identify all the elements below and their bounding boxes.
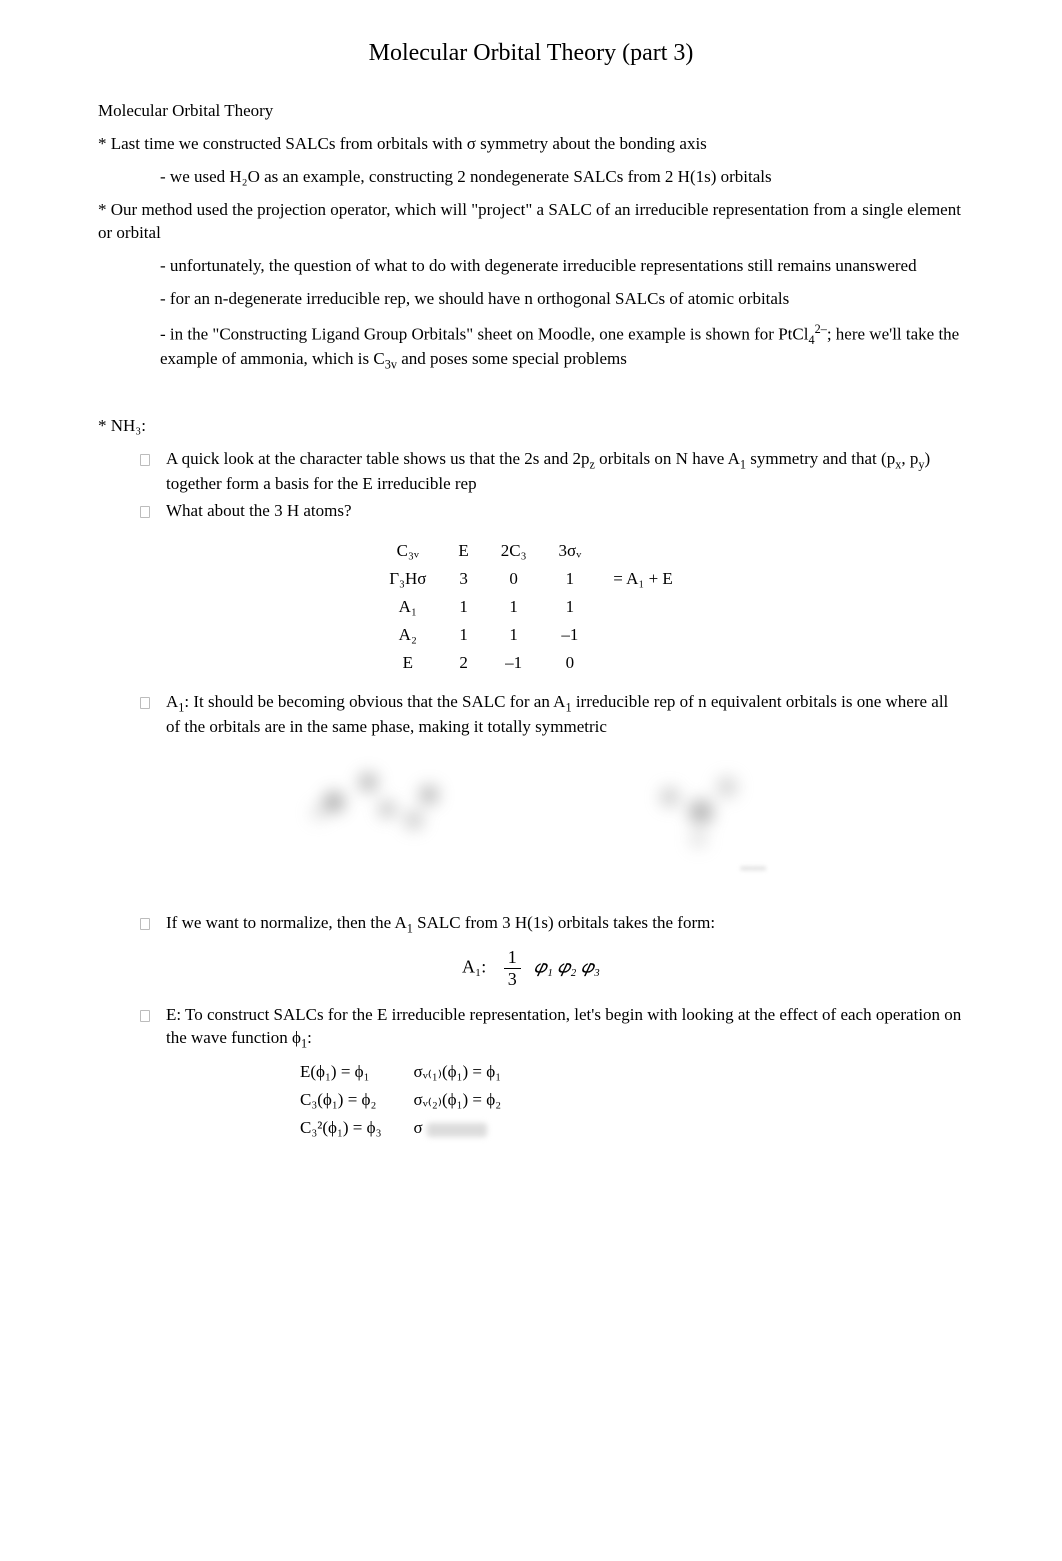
table-cell: A₂ — [373, 621, 442, 649]
paragraph-sub: - unfortunately, the question of what to… — [160, 255, 964, 278]
list-item: What about the 3 H atoms? — [140, 500, 964, 523]
text: symmetry and that (p — [746, 449, 895, 468]
table-cell: 1 — [485, 593, 543, 621]
blurred-text — [427, 1123, 487, 1137]
table-header: C₃ᵥ — [373, 537, 442, 565]
table-row: E(ϕ₁) = ϕ₁ σᵥ₍₁₎(ϕ₁) = ϕ₁ — [300, 1059, 531, 1085]
table-cell — [597, 649, 689, 677]
list-item: If we want to normalize, then the A1 SAL… — [140, 912, 964, 937]
text: and poses some special problems — [397, 349, 627, 368]
text: E: To construct SALCs for the E irreduci… — [166, 1005, 961, 1047]
fraction-denominator: 3 — [504, 969, 521, 990]
table-header: 3σᵥ — [543, 537, 598, 565]
page-title: Molecular Orbital Theory (part 3) — [98, 40, 964, 67]
table-cell: 1 — [442, 621, 484, 649]
table-cell: 3 — [442, 565, 484, 593]
table-row: C₃²(ϕ₁) = ϕ₃ σ — [300, 1115, 531, 1141]
nh3-heading: * NH₃: — [98, 415, 964, 438]
list-item: E: To construct SALCs for the E irreduci… — [140, 1004, 964, 1052]
table-row: Γ₃Hσ 3 0 1 = A₁ + E — [373, 565, 689, 593]
table-cell: 1 — [442, 593, 484, 621]
table-cell: 0 — [485, 565, 543, 593]
text: : — [307, 1028, 312, 1047]
table-cell: σ — [414, 1115, 532, 1141]
character-table: C₃ᵥ E 2C₃ 3σᵥ Γ₃Hσ 3 0 1 = A₁ + E A₁ 1 1… — [373, 537, 689, 677]
eqn-body: 𝜑₁ 𝜑₂ 𝜑₃ — [534, 956, 600, 976]
paragraph-sub: - we used H₂O as an example, constructin… — [160, 166, 964, 189]
text: SALC from 3 H(1s) orbitals takes the for… — [413, 913, 715, 932]
equation: A₁: 1 3 𝜑₁ 𝜑₂ 𝜑₃ — [98, 947, 964, 990]
table-header: E — [442, 537, 484, 565]
paragraph-sub: - in the "Constructing Ligand Group Orbi… — [160, 321, 964, 373]
table-row: A₁ 1 1 1 — [373, 593, 689, 621]
text: A quick look at the character table show… — [166, 449, 589, 468]
table-row: A₂ 1 1 –1 — [373, 621, 689, 649]
table-cell — [597, 621, 689, 649]
table-row: E 2 –1 0 — [373, 649, 689, 677]
paragraph: * Our method used the projection operato… — [98, 199, 964, 245]
table-cell — [597, 593, 689, 621]
text: - in the "Constructing Ligand Group Orbi… — [160, 324, 808, 343]
text: A — [166, 692, 178, 711]
table-cell: E(ϕ₁) = ϕ₁ — [300, 1059, 412, 1085]
text: : It should be becoming obvious that the… — [184, 692, 565, 711]
paragraph: * Last time we constructed SALCs from or… — [98, 133, 964, 156]
text: If we want to normalize, then the A — [166, 913, 407, 932]
eqn-label: A₁: — [462, 956, 486, 976]
table-row: C₃(ϕ₁) = ϕ₂ σᵥ₍₂₎(ϕ₁) = ϕ₂ — [300, 1087, 531, 1113]
table-cell: 1 — [543, 593, 598, 621]
table-cell: 1 — [543, 565, 598, 593]
fraction: 1 3 — [504, 947, 521, 990]
table-row: C₃ᵥ E 2C₃ 3σᵥ — [373, 537, 689, 565]
operations-table: E(ϕ₁) = ϕ₁ σᵥ₍₁₎(ϕ₁) = ϕ₁ C₃(ϕ₁) = ϕ₂ σᵥ… — [298, 1057, 533, 1143]
table-cell: C₃²(ϕ₁) = ϕ₃ — [300, 1115, 412, 1141]
fraction-numerator: 1 — [504, 947, 521, 969]
table-cell: 0 — [543, 649, 598, 677]
section-heading: Molecular Orbital Theory — [98, 101, 964, 121]
table-cell: σᵥ₍₁₎(ϕ₁) = ϕ₁ — [414, 1059, 532, 1085]
table-cell: –1 — [543, 621, 598, 649]
table-header: 2C₃ — [485, 537, 543, 565]
table-header — [597, 537, 689, 565]
paragraph-sub: - for an n-degenerate irreducible rep, w… — [160, 288, 964, 311]
blurred-diagram — [296, 757, 486, 876]
blurred-diagram: ▪▪▪▪▪▪ — [636, 757, 766, 876]
table-cell: 2 — [442, 649, 484, 677]
list-item: A quick look at the character table show… — [140, 448, 964, 496]
table-cell: –1 — [485, 649, 543, 677]
blurred-diagram-row: ▪▪▪▪▪▪ — [98, 757, 964, 876]
table-cell: Γ₃Hσ — [373, 565, 442, 593]
table-cell: A₁ — [373, 593, 442, 621]
text: orbitals on N have A — [595, 449, 740, 468]
table-cell: C₃(ϕ₁) = ϕ₂ — [300, 1087, 412, 1113]
list-item: A1: It should be becoming obvious that t… — [140, 691, 964, 739]
table-cell: 1 — [485, 621, 543, 649]
table-cell: E — [373, 649, 442, 677]
table-cell: σᵥ₍₂₎(ϕ₁) = ϕ₂ — [414, 1087, 532, 1113]
table-cell: = A₁ + E — [597, 565, 689, 593]
